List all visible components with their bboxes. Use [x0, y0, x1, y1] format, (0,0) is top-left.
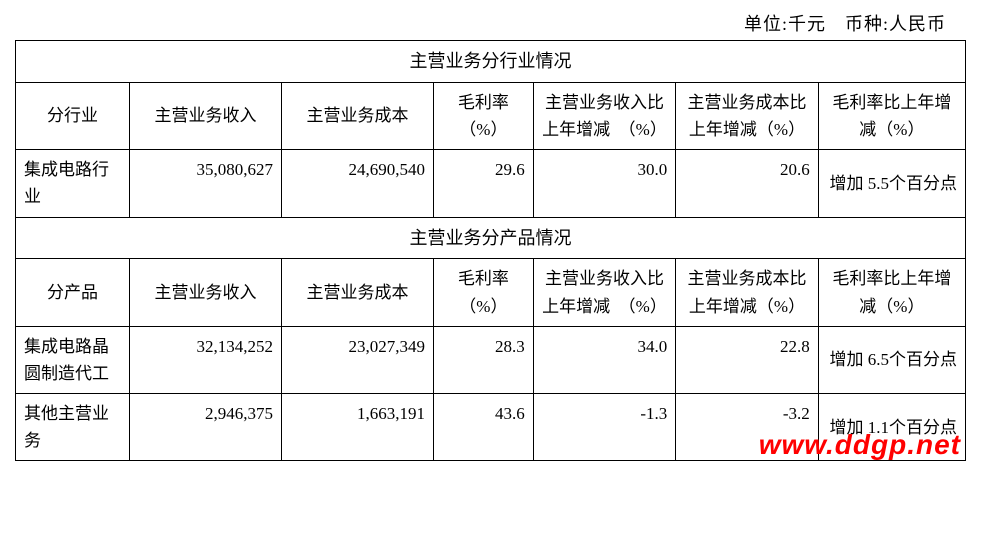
table-row: 主营业务分行业情况: [16, 41, 966, 83]
table-row: 集成电路晶圆制造代工 32,134,252 23,027,349 28.3 34…: [16, 326, 966, 393]
cell-revenue: 2,946,375: [130, 394, 282, 461]
col-header-cost-yoy: 主营业务成本比上年增减（%）: [676, 82, 819, 149]
col-header-industry: 分行业: [16, 82, 130, 149]
row-label: 集成电路行业: [16, 150, 130, 217]
cell-margin: 29.6: [434, 150, 534, 217]
document-wrap: 单位:千元 币种:人民币 主营业务分行业情况 分行业 主营业务收入 主营业务成本…: [15, 10, 966, 461]
cell-revenue: 32,134,252: [130, 326, 282, 393]
col-header-margin-yoy: 毛利率比上年增减（%）: [818, 259, 965, 326]
cell-cost-yoy: 22.8: [676, 326, 819, 393]
col-header-product: 分产品: [16, 259, 130, 326]
table-row: 其他主营业务 2,946,375 1,663,191 43.6 -1.3 -3.…: [16, 394, 966, 461]
col-header-margin: 毛利率（%）: [434, 82, 534, 149]
section2-title: 主营业务分产品情况: [16, 217, 966, 259]
unit-line: 单位:千元 币种:人民币: [15, 10, 966, 36]
col-header-cost: 主营业务成本: [282, 82, 434, 149]
cell-cost-yoy: 20.6: [676, 150, 819, 217]
cell-rev-yoy: -1.3: [533, 394, 676, 461]
col-header-revenue: 主营业务收入: [130, 259, 282, 326]
col-header-rev-yoy: 主营业务收入比上年增减 （%）: [533, 259, 676, 326]
cell-cost: 23,027,349: [282, 326, 434, 393]
col-header-revenue: 主营业务收入: [130, 82, 282, 149]
cell-revenue: 35,080,627: [130, 150, 282, 217]
row-label: 集成电路晶圆制造代工: [16, 326, 130, 393]
cell-margin-yoy: 增加 1.1个百分点: [818, 394, 965, 461]
cell-rev-yoy: 34.0: [533, 326, 676, 393]
table-row: 分产品 主营业务收入 主营业务成本 毛利率（%） 主营业务收入比上年增减 （%）…: [16, 259, 966, 326]
main-table: 主营业务分行业情况 分行业 主营业务收入 主营业务成本 毛利率（%） 主营业务收…: [15, 40, 966, 461]
table-row: 主营业务分产品情况: [16, 217, 966, 259]
col-header-margin: 毛利率（%）: [434, 259, 534, 326]
cell-margin: 43.6: [434, 394, 534, 461]
cell-margin: 28.3: [434, 326, 534, 393]
cell-cost-yoy: -3.2: [676, 394, 819, 461]
col-header-cost: 主营业务成本: [282, 259, 434, 326]
cell-rev-yoy: 30.0: [533, 150, 676, 217]
table-row: 分行业 主营业务收入 主营业务成本 毛利率（%） 主营业务收入比上年增减 （%）…: [16, 82, 966, 149]
section1-title: 主营业务分行业情况: [16, 41, 966, 83]
col-header-rev-yoy: 主营业务收入比上年增减 （%）: [533, 82, 676, 149]
cell-margin-yoy: 增加 6.5个百分点: [818, 326, 965, 393]
cell-cost: 24,690,540: [282, 150, 434, 217]
col-header-margin-yoy: 毛利率比上年增减（%）: [818, 82, 965, 149]
cell-margin-yoy: 增加 5.5个百分点: [818, 150, 965, 217]
table-row: 集成电路行业 35,080,627 24,690,540 29.6 30.0 2…: [16, 150, 966, 217]
col-header-cost-yoy: 主营业务成本比上年增减（%）: [676, 259, 819, 326]
cell-cost: 1,663,191: [282, 394, 434, 461]
row-label: 其他主营业务: [16, 394, 130, 461]
